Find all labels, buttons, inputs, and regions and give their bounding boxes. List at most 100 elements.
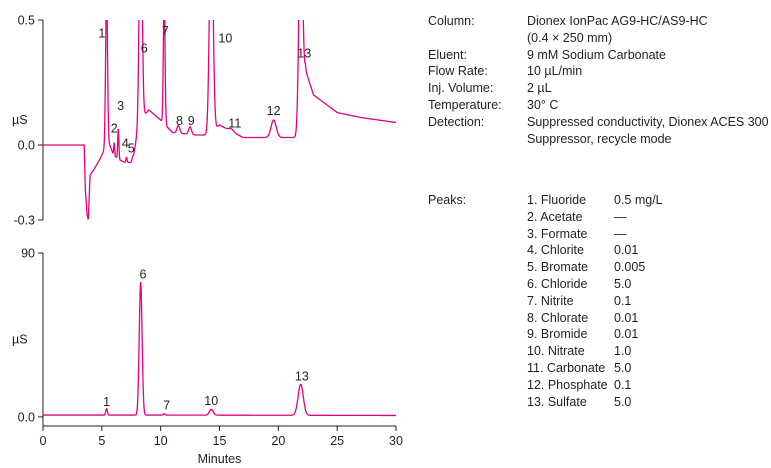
peak-label: 5 [128,142,135,156]
peak-concentration: 5.0 [614,394,632,409]
peak-label: 7 [163,399,170,413]
peak-row: 3. Formate — [527,226,663,243]
condition-row: Detection: Suppressed conductivity, Dione… [428,114,769,131]
peak-concentration: 0.5 mg/L [614,193,663,207]
condition-value: Suppressor, recycle mode [527,131,672,146]
condition-value: Suppressed conductivity, Dionex ACES 300 [527,114,769,129]
condition-row: Eluent: 9 mM Sodium Carbonate [428,47,769,64]
peaks-list: 1. Fluoride 0.5 mg/L 2. Acetate —3. Formate… [527,192,663,410]
condition-label: Eluent: [428,47,467,62]
condition-row: Temperature: 30° C [428,97,769,114]
condition-label: Column: [428,14,475,28]
condition-label: Temperature: [428,97,502,112]
x-axis-label: Minutes [198,452,242,466]
x-tick-label: 5 [98,434,105,448]
peak-name: 11. Carbonate [527,360,606,375]
x-tick-label: 20 [271,434,285,448]
peak-name: 1. Fluoride [527,193,587,207]
y-axis-label: µS [12,113,28,127]
condition-row: (0.4 × 250 mm) [428,30,769,47]
peak-concentration: 5.0 [614,360,632,375]
peak-row: 12. Phosphate 0.1 [527,377,663,394]
peak-row: 5. Bromate 0.005 [527,259,663,276]
peak-concentration: — [614,226,627,241]
condition-value: (0.4 × 250 mm) [527,30,613,45]
peak-label: 3 [117,99,124,113]
peak-concentration: — [614,209,627,224]
y-tick-label: 90 [21,247,35,261]
condition-row: Column: Dionex IonPac AG9-HC/AS9-HC [428,13,769,30]
peak-label: 10 [218,32,232,46]
peak-label: 13 [297,47,311,61]
peak-name: 9. Bromide [527,327,588,342]
condition-label: Detection: [428,114,485,129]
peak-row: 9. Bromide 0.01 [527,326,663,343]
peak-row: 2. Acetate — [527,209,663,226]
condition-value: 30° C [527,97,559,112]
peak-name: 10. Nitrate [527,344,585,359]
condition-label: Flow Rate: [428,64,488,79]
condition-row: Suppressor, recycle mode [428,131,769,148]
peak-label: 11 [228,117,241,131]
y-tick-label: 0.0 [18,139,35,153]
condition-value: 9 mM Sodium Carbonate [527,47,666,62]
peak-label: 1 [98,27,105,41]
y-tick-label: -0.3 [13,214,35,228]
peak-label: 6 [140,267,147,281]
peak-row: 4. Chlorite 0.01 [527,242,663,259]
peak-label: 13 [295,369,309,383]
condition-row: Inj. Volume: 2 µL [428,80,769,97]
peak-label: 2 [111,122,118,136]
peak-concentration: 0.005 [614,260,646,275]
peak-row: 13. Sulfate 5.0 [527,394,663,411]
chromatogram-trace [43,20,397,220]
peak-row: 6. Chloride 5.0 [527,276,663,293]
peak-row: 7. Nitrite 0.1 [527,293,663,310]
peak-concentration: 5.0 [614,276,632,291]
x-tick-label: 30 [389,434,403,448]
peak-label: 10 [204,394,218,408]
peak-name: 13. Sulfate [527,394,587,409]
peak-label: 12 [267,104,281,118]
peaks-header: Peaks: [428,193,467,207]
chromatogram-trace [43,282,396,417]
peak-concentration: 0.01 [614,310,639,325]
peak-name: 4. Chlorite [527,243,584,258]
peak-concentration: 0.01 [614,243,639,258]
peak-row: 1. Fluoride 0.5 mg/L [527,192,663,209]
y-tick-label: 0.0 [18,410,35,424]
condition-value: 10 µL/min [527,64,583,79]
peak-name: 12. Phosphate [527,377,608,392]
condition-label [428,131,527,148]
peak-name: 5. Bromate [527,260,589,275]
x-tick-label: 0 [40,434,47,448]
peak-concentration: 0.1 [614,293,632,308]
peak-label: 6 [141,42,148,56]
peak-concentration: 0.1 [614,377,632,392]
peak-name: 2. Acetate [527,209,583,224]
peak-row: 10. Nitrate 1.0 [527,343,663,360]
condition-label [428,30,527,47]
peak-name: 3. Formate [527,226,588,241]
peak-label: 4 [122,137,129,151]
condition-value: 2 µL [527,81,552,96]
peak-label: 1 [103,395,110,409]
x-tick-label: 15 [213,434,227,448]
condition-value: Dionex IonPac AG9-HC/AS9-HC [527,14,708,28]
peak-label: 9 [188,114,195,128]
peak-label: 7 [162,24,169,38]
peak-name: 7. Nitrite [527,293,574,308]
condition-label: Inj. Volume: [428,81,494,96]
peak-row: 11. Carbonate 5.0 [527,360,663,377]
conditions-block: Column: Dionex IonPac AG9-HC/AS9-HC (0.4 ×… [428,13,769,147]
peak-concentration: 1.0 [614,344,632,359]
peak-name: 6. Chloride [527,276,588,291]
y-axis-label: µS [12,333,28,347]
condition-row: Flow Rate: 10 µL/min [428,63,769,80]
peak-row: 8. Chlorate 0.01 [527,310,663,327]
peak-name: 8. Chlorate [527,310,589,325]
x-tick-label: 10 [154,434,168,448]
peak-label: 8 [176,114,183,128]
y-tick-label: 0.5 [18,14,35,28]
